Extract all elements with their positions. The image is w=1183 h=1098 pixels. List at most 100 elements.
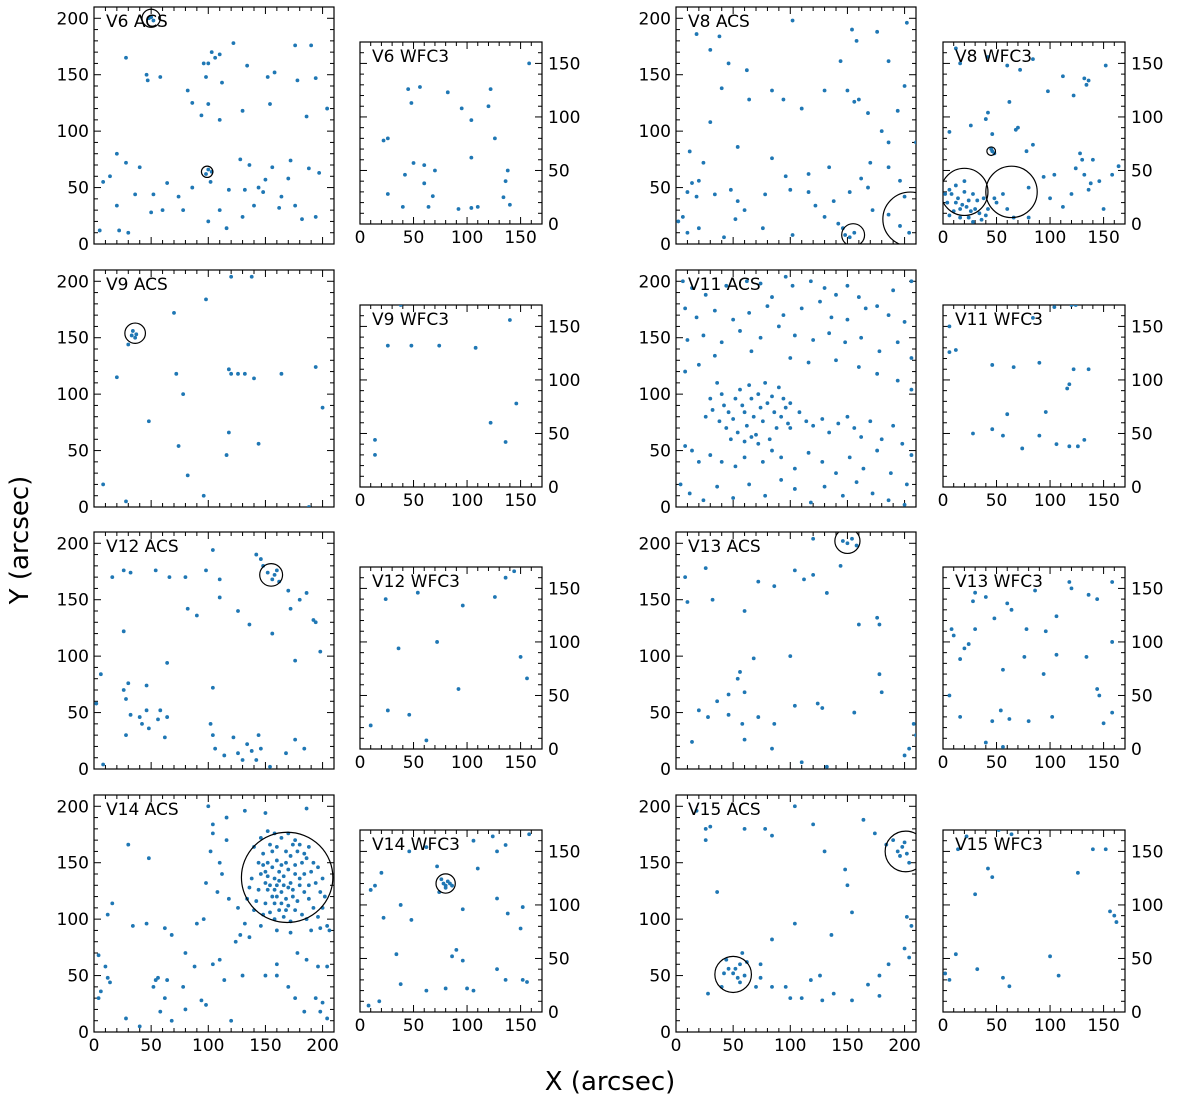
data-point <box>788 996 793 1001</box>
data-point <box>733 396 738 401</box>
data-point <box>409 918 414 922</box>
data-point <box>891 288 896 293</box>
data-point <box>199 998 204 1003</box>
data-point <box>956 196 960 201</box>
x-tick-label: 50 <box>986 1016 1008 1036</box>
data-point <box>194 613 199 618</box>
data-point <box>527 61 532 66</box>
data-point <box>1043 410 1048 414</box>
data-point <box>968 209 973 214</box>
data-point <box>383 597 388 602</box>
data-point <box>236 905 240 910</box>
panel-v14-acs: 0 50 100 150 200 0 50 100 150 200 V14 ACS <box>57 794 339 1056</box>
panel-title: V11 WFC3 <box>955 310 1043 330</box>
plot-frame <box>942 566 1126 750</box>
data-point <box>834 358 838 363</box>
data-point <box>281 914 286 919</box>
data-point <box>971 431 975 436</box>
data-point <box>1073 305 1078 307</box>
data-point <box>854 480 859 485</box>
data-point <box>886 313 891 318</box>
data-point <box>701 160 706 165</box>
data-point <box>949 192 954 196</box>
data-point <box>1065 386 1070 391</box>
data-point <box>947 187 952 192</box>
data-point <box>450 883 454 888</box>
data-point <box>808 279 813 284</box>
y-tick-label: 150 <box>1131 317 1163 337</box>
data-point <box>108 980 112 985</box>
data-point <box>114 375 119 380</box>
data-point <box>274 962 279 967</box>
y-tick-label: 200 <box>639 534 671 554</box>
data-point <box>199 113 204 118</box>
data-point <box>696 226 701 231</box>
data-point <box>411 161 416 165</box>
data-point <box>270 577 275 582</box>
data-point <box>756 392 761 397</box>
plot-area <box>676 18 916 244</box>
data-point <box>820 998 825 1003</box>
data-point <box>847 235 852 240</box>
data-point <box>268 910 272 915</box>
data-point <box>1095 597 1100 602</box>
data-point <box>265 570 270 575</box>
y-tick-label: 100 <box>57 647 89 667</box>
data-point <box>838 563 843 568</box>
region-circle <box>841 223 866 244</box>
data-point <box>256 887 261 892</box>
y-tick-label: 50 <box>649 704 671 724</box>
data-point <box>284 849 288 854</box>
data-point <box>861 466 866 471</box>
data-point <box>277 869 282 874</box>
data-point <box>144 708 149 713</box>
data-point <box>242 187 247 192</box>
data-point <box>304 806 309 811</box>
data-point <box>724 957 729 962</box>
data-point <box>898 178 902 183</box>
data-point <box>204 172 208 176</box>
data-point <box>133 335 138 340</box>
data-point <box>843 340 848 345</box>
data-point <box>146 856 151 861</box>
data-point <box>1084 655 1089 659</box>
data-point <box>956 847 960 852</box>
data-point <box>783 984 788 989</box>
data-point <box>964 204 969 209</box>
data-point <box>151 18 156 23</box>
panel-title: V8 ACS <box>688 12 750 32</box>
data-point <box>222 753 227 758</box>
data-point <box>979 217 984 222</box>
data-point <box>722 971 726 976</box>
data-point <box>456 687 461 691</box>
data-point <box>877 622 882 627</box>
plot-frame <box>942 41 1126 225</box>
x-tick-label: 50 <box>986 753 1008 773</box>
data-point <box>313 215 318 219</box>
data-point <box>256 441 261 446</box>
y-tick-label: 100 <box>57 910 89 930</box>
data-point <box>811 423 816 428</box>
data-point <box>770 295 774 299</box>
data-point <box>394 952 399 957</box>
data-point <box>706 991 710 996</box>
data-point <box>443 986 448 991</box>
plot-frame <box>942 304 1126 488</box>
data-point <box>859 335 864 340</box>
data-point <box>742 826 747 831</box>
x-tick-label: 0 <box>938 1016 949 1036</box>
data-point <box>687 149 692 154</box>
plot-area <box>101 274 325 507</box>
x-tick-label: 0 <box>89 1036 100 1056</box>
data-point <box>834 471 838 476</box>
data-point <box>501 195 506 200</box>
data-point <box>799 106 804 111</box>
data-point <box>286 903 291 908</box>
data-point <box>1108 909 1112 914</box>
plot-frame <box>359 304 543 488</box>
y-tick-label: 200 <box>57 797 89 817</box>
data-point <box>247 622 252 627</box>
data-point <box>279 890 284 894</box>
data-point <box>309 928 314 933</box>
data-point <box>852 710 857 715</box>
